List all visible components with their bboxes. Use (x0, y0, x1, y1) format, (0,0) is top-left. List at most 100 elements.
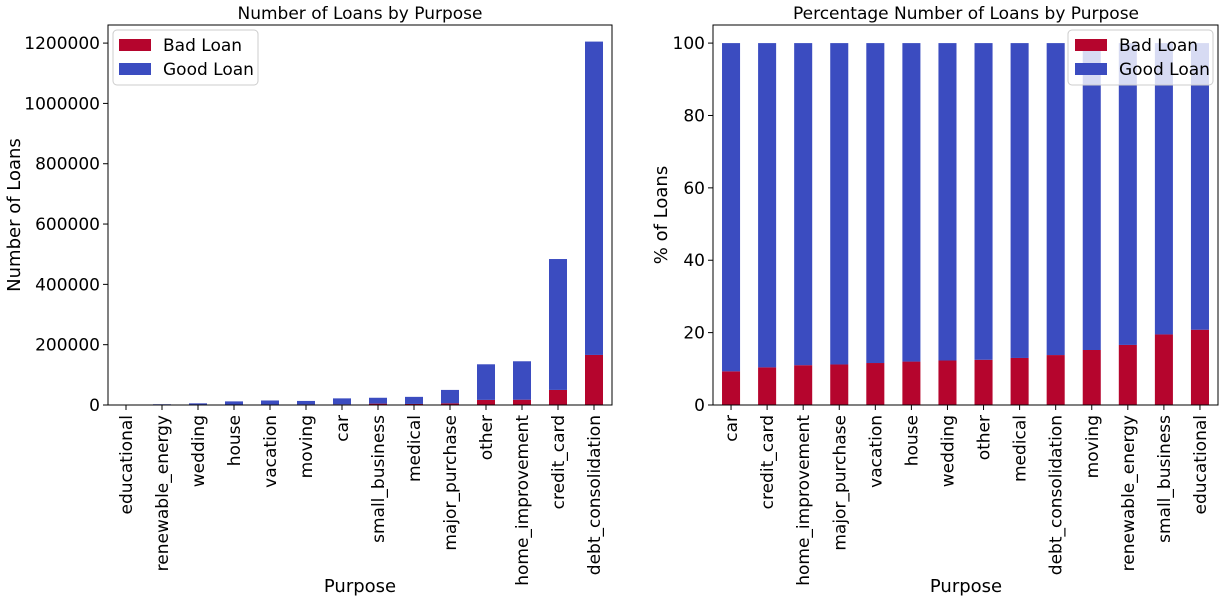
bar-bad-home_improvement (794, 365, 813, 405)
bar-bad-wedding (938, 360, 957, 405)
bar-good-wedding (938, 43, 957, 361)
bar-bad-small_business (369, 403, 387, 405)
x-tick-label: debt_consolidation (1047, 415, 1067, 575)
y-tick-label: 60 (683, 179, 705, 199)
x-tick-label: vacation (866, 415, 886, 488)
bar-good-moving (297, 400, 315, 405)
y-tick-label: 100 (673, 34, 705, 54)
x-tick-label: wedding (189, 415, 209, 487)
bar-bad-medical (405, 403, 423, 405)
bar-bad-major_purchase (830, 364, 849, 405)
bar-good-house (225, 401, 243, 405)
x-tick-label: home_improvement (513, 415, 533, 586)
bar-bad-vacation (866, 363, 885, 405)
chart-title: Percentage Number of Loans by Purpose (793, 4, 1139, 24)
x-tick-label: medical (405, 415, 425, 482)
chart-percentage-by-purpose: Percentage Number of Loans by Purpose Pu… (651, 4, 1219, 597)
bar-good-vacation (261, 400, 279, 405)
y-ticks: 0 20 40 60 80 100 (673, 34, 713, 416)
x-axis-label: Purpose (324, 576, 396, 597)
bar-bad-debt_consolidation (585, 354, 603, 405)
x-tick-label: major_purchase (830, 415, 850, 551)
y-tick-label: 20 (683, 324, 705, 344)
bar-good-car (722, 43, 741, 372)
bar-good-wedding (189, 403, 207, 405)
bar-bad-major_purchase (441, 403, 459, 405)
bar-bad-other (477, 399, 495, 405)
x-tick-label: car (333, 415, 353, 442)
bar-good-moving (1082, 43, 1101, 350)
y-tick-label: 0 (694, 396, 705, 416)
legend-label-good: Good Loan (163, 60, 254, 80)
x-tick-label: other (477, 415, 497, 460)
legend-swatch-bad (1075, 39, 1107, 51)
x-tick-label: moving (1083, 415, 1103, 478)
x-tick-label: renewable_energy (153, 415, 173, 571)
x-tick-label: vacation (261, 415, 281, 488)
y-axis-label: % of Loans (651, 166, 672, 264)
x-tick-label: moving (297, 415, 317, 478)
legend-label-bad: Bad Loan (1119, 36, 1198, 56)
bar-bad-debt_consolidation (1046, 355, 1065, 405)
y-tick-label: 1000000 (24, 94, 100, 114)
x-tick-label: house (902, 415, 922, 466)
chart-title: Number of Loans by Purpose (238, 4, 483, 24)
x-tick-label: credit_card (758, 415, 778, 509)
bar-good-home_improvement (794, 43, 813, 366)
bar-good-debt_consolidation (585, 41, 603, 355)
x-tick-label: home_improvement (794, 415, 814, 586)
bar-bad-renewable_energy (1118, 344, 1137, 405)
chart-loans-by-purpose: Number of Loans by Purpose Purpose Numbe… (4, 4, 613, 597)
bars (722, 43, 1209, 405)
x-tick-label: other (975, 415, 995, 460)
x-tick-label: credit_card (549, 415, 569, 509)
legend-label-good: Good Loan (1119, 60, 1210, 80)
bar-good-small_business (369, 397, 387, 404)
bar-bad-moving (1082, 349, 1101, 405)
y-tick-label: 80 (683, 106, 705, 126)
bar-bad-house (902, 361, 921, 405)
bar-bad-home_improvement (513, 399, 531, 405)
legend: Bad Loan Good Loan (112, 29, 259, 86)
x-ticks: car credit_card home_improvement major_purc… (722, 405, 1211, 586)
bar-good-medical (1010, 43, 1029, 358)
x-tick-label: educational (117, 415, 137, 515)
y-tick-label: 40 (683, 251, 705, 271)
x-tick-label: house (225, 415, 245, 466)
bar-bad-medical (1010, 357, 1029, 405)
legend-swatch-good (119, 63, 151, 75)
bar-good-car (333, 398, 351, 405)
legend: Bad Loan Good Loan (1067, 29, 1214, 86)
bar-bad-small_business (1154, 334, 1173, 405)
plot-frame (107, 24, 613, 406)
y-axis-label: Number of Loans (4, 138, 25, 292)
bar-good-major_purchase (441, 389, 459, 404)
bar-good-credit_card (549, 259, 567, 390)
legend-label-bad: Bad Loan (163, 36, 242, 56)
x-tick-label: medical (1011, 415, 1031, 482)
x-ticks: educational renewable_energy wedding house v… (117, 405, 605, 586)
y-ticks: 0 200000 400000 600000 800000 1000000 1200000 (24, 34, 108, 416)
bar-bad-car (722, 371, 741, 405)
x-tick-label: debt_consolidation (585, 415, 605, 575)
plot-frame (712, 24, 1219, 406)
bar-bad-credit_card (758, 367, 777, 405)
bar-good-house (902, 43, 921, 362)
bar-bad-credit_card (549, 389, 567, 405)
y-tick-label: 200000 (35, 336, 100, 356)
bar-good-credit_card (758, 43, 777, 368)
bar-bad-educational (1190, 329, 1209, 405)
x-tick-label: educational (1191, 415, 1211, 515)
bar-good-major_purchase (830, 43, 849, 365)
bar-bad-other (974, 359, 993, 405)
y-tick-label: 0 (89, 396, 100, 416)
x-axis-label: Purpose (930, 576, 1002, 597)
bar-good-renewable_energy (1118, 43, 1137, 345)
y-tick-label: 1200000 (24, 34, 100, 54)
bar-good-other (477, 364, 495, 400)
x-tick-label: wedding (938, 415, 958, 487)
bar-good-vacation (866, 43, 885, 364)
bar-good-other (974, 43, 993, 360)
legend-swatch-good (1075, 63, 1107, 75)
bar-good-small_business (1154, 43, 1173, 335)
